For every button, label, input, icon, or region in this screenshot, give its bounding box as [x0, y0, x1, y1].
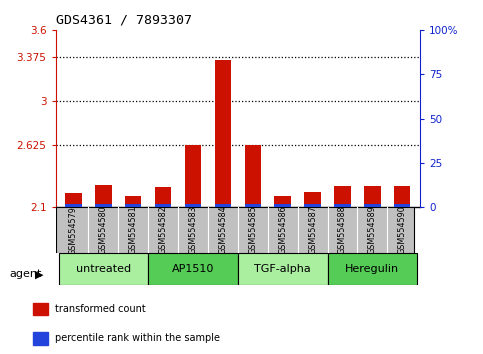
Bar: [364, 205, 381, 207]
Text: untreated: untreated: [76, 264, 131, 274]
Text: GSM554589: GSM554589: [368, 206, 377, 255]
Bar: [148, 253, 238, 285]
Bar: [95, 205, 112, 207]
Bar: [185, 205, 201, 207]
Text: TGF-alpha: TGF-alpha: [255, 264, 311, 274]
Bar: [238, 253, 327, 285]
Text: GSM554579: GSM554579: [69, 206, 78, 255]
Text: GSM554583: GSM554583: [188, 206, 198, 255]
Text: transformed count: transformed count: [55, 304, 145, 314]
Bar: [65, 193, 82, 207]
Text: GSM554586: GSM554586: [278, 206, 287, 255]
Bar: [65, 205, 82, 207]
Bar: [274, 196, 291, 207]
Bar: [155, 205, 171, 207]
Bar: [244, 204, 261, 207]
Bar: [185, 145, 201, 207]
Text: GSM554581: GSM554581: [129, 206, 138, 255]
Bar: [33, 332, 48, 345]
Bar: [125, 196, 142, 207]
Text: GSM554587: GSM554587: [308, 206, 317, 255]
Bar: [274, 205, 291, 207]
Bar: [95, 185, 112, 207]
Bar: [215, 204, 231, 207]
Text: GSM554580: GSM554580: [99, 206, 108, 255]
Text: percentile rank within the sample: percentile rank within the sample: [55, 333, 220, 343]
Text: AP1510: AP1510: [172, 264, 214, 274]
Text: GSM554585: GSM554585: [248, 206, 257, 255]
Text: ▶: ▶: [35, 269, 43, 279]
Bar: [215, 59, 231, 207]
Text: GSM554588: GSM554588: [338, 206, 347, 255]
Bar: [334, 187, 351, 207]
Bar: [334, 205, 351, 207]
Bar: [125, 205, 142, 207]
Bar: [394, 205, 411, 207]
Bar: [304, 205, 321, 207]
Bar: [58, 253, 148, 285]
Bar: [327, 253, 417, 285]
Bar: [304, 192, 321, 207]
Text: Heregulin: Heregulin: [345, 264, 399, 274]
Bar: [155, 187, 171, 207]
Text: GSM554590: GSM554590: [398, 206, 407, 255]
Bar: [364, 187, 381, 207]
Bar: [33, 303, 48, 315]
Text: GSM554584: GSM554584: [218, 206, 227, 255]
Bar: [244, 145, 261, 207]
Bar: [394, 187, 411, 207]
Text: GDS4361 / 7893307: GDS4361 / 7893307: [56, 13, 192, 27]
Text: agent: agent: [10, 269, 42, 279]
Text: GSM554582: GSM554582: [158, 206, 168, 255]
